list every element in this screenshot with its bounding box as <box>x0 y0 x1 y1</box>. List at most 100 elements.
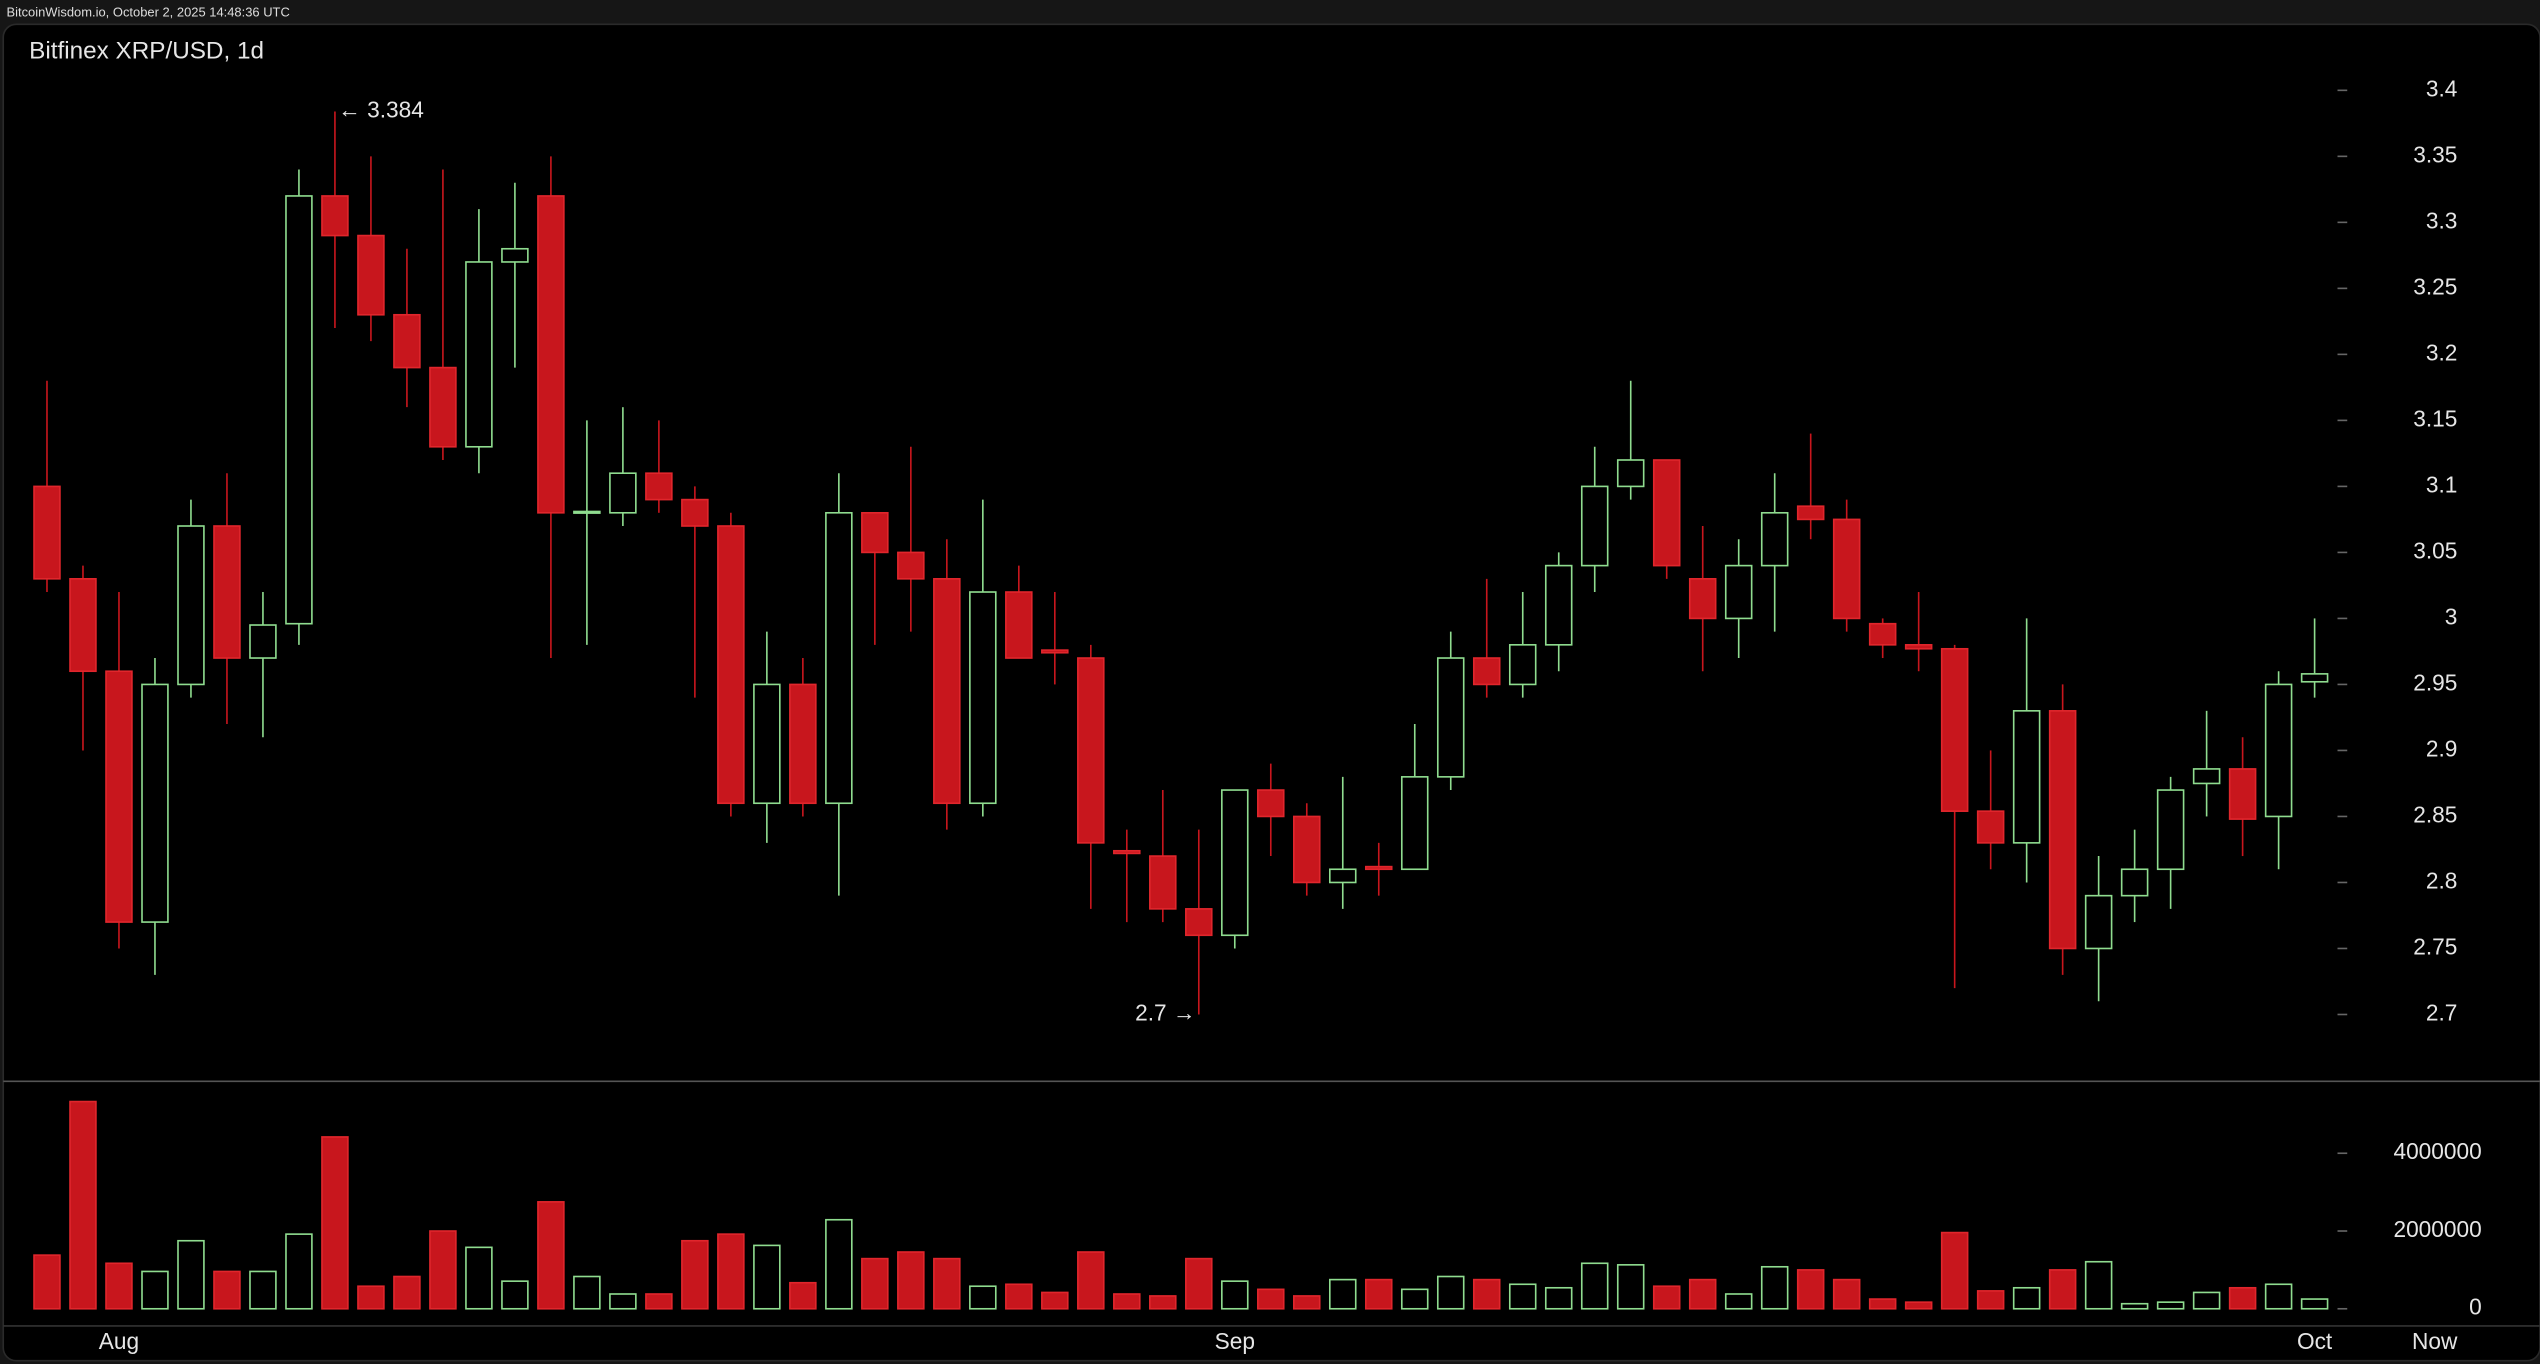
volume-bar <box>1400 1288 1429 1310</box>
volume-bar <box>501 1280 529 1310</box>
volume-tick-label: 0 <box>2469 1294 2482 1320</box>
volume-bar <box>393 1275 421 1310</box>
y-tick-label: 3.2 <box>2426 339 2458 365</box>
volume-bar <box>69 1100 97 1310</box>
high-annotation: ← 3.384 <box>338 96 424 122</box>
volume-bar <box>177 1239 205 1310</box>
candle-body <box>357 234 385 316</box>
volume-bar <box>249 1270 277 1310</box>
volume-bar <box>213 1270 241 1310</box>
candle-body <box>645 472 673 501</box>
candle-body <box>861 511 889 554</box>
candle-body <box>1652 459 1681 567</box>
candle-body <box>2192 768 2221 785</box>
candle-body <box>681 498 709 527</box>
candle-body <box>1364 865 1393 871</box>
candle-body <box>141 683 169 923</box>
y-tick-label: 2.9 <box>2426 735 2458 761</box>
y-tick-label: 2.7 <box>2426 999 2458 1025</box>
candle-body <box>573 510 601 514</box>
volume-bar <box>141 1270 169 1310</box>
volume-bar <box>1724 1293 1753 1310</box>
candle-body <box>1760 511 1789 567</box>
candle-body <box>105 670 133 923</box>
volume-bar <box>2120 1302 2149 1310</box>
header: BitcoinWisdom.io, October 2, 2025 14:48:… <box>6 4 289 19</box>
volume-bar <box>285 1233 313 1310</box>
candle-body <box>1113 849 1141 855</box>
volume-bar <box>1868 1298 1897 1310</box>
y-tick-label: 3.25 <box>2413 273 2457 299</box>
candle-body <box>1472 657 1501 686</box>
candle-body <box>2300 673 2329 683</box>
volume-bar <box>1904 1301 1933 1310</box>
y-tick-label: 3.05 <box>2413 537 2457 563</box>
candle-body <box>1149 855 1177 910</box>
candle-body <box>1257 789 1285 818</box>
candle-body <box>1724 564 1753 620</box>
candle-body <box>1436 657 1465 778</box>
volume-bar <box>1796 1269 1825 1310</box>
volume-bar <box>1832 1278 1861 1310</box>
volume-bar <box>933 1257 961 1310</box>
volume-bar <box>1544 1286 1573 1310</box>
candle-body <box>249 624 277 659</box>
candle-body <box>1544 564 1573 646</box>
chart-title: Bitfinex XRP/USD, 1d <box>29 37 264 64</box>
candle-body <box>501 247 529 263</box>
candle-body <box>1976 810 2005 844</box>
y-tick-label: 2.95 <box>2413 669 2457 695</box>
candle-body <box>1832 518 1861 620</box>
candle-body <box>2264 683 2293 818</box>
volume-bar <box>753 1244 781 1310</box>
candle-body <box>1940 647 1969 812</box>
low-annotation: 2.7 → <box>1135 999 1195 1025</box>
volume-bar <box>33 1254 61 1310</box>
candle-body <box>537 195 565 514</box>
volume-bar <box>357 1285 385 1310</box>
volume-bar <box>429 1230 457 1310</box>
x-tick-label: Aug <box>99 1328 139 1354</box>
volume-bar <box>1760 1265 1789 1310</box>
volume-bar <box>465 1246 493 1310</box>
volume-bar <box>573 1275 601 1310</box>
candle-body <box>1616 459 1645 488</box>
candle-body <box>2084 894 2113 950</box>
volume-bar <box>1221 1280 1249 1310</box>
volume-bar <box>2012 1286 2041 1310</box>
candle-body <box>789 683 817 805</box>
candle-body <box>429 366 457 448</box>
volume-bar <box>825 1218 853 1310</box>
volume-bar <box>1976 1290 2005 1310</box>
candle-body <box>717 525 745 805</box>
volume-bar <box>1005 1283 1033 1310</box>
candle-body <box>2156 789 2185 871</box>
candle-body <box>1005 591 1033 659</box>
candle-body <box>2012 710 2041 844</box>
volume-bar <box>1508 1283 1537 1310</box>
candle-body <box>1041 649 1069 654</box>
chart-frame <box>2 23 2540 1362</box>
candle-body <box>2120 868 2149 897</box>
volume-bar <box>1688 1278 1717 1310</box>
candle-body <box>1328 868 1357 884</box>
volume-bar <box>1472 1278 1501 1310</box>
candle-body <box>1796 505 1825 521</box>
volume-bar <box>2300 1298 2329 1310</box>
now-label: Now <box>2412 1328 2458 1354</box>
y-tick-label: 3.1 <box>2426 471 2458 497</box>
volume-bar <box>537 1201 565 1310</box>
volume-bar <box>789 1281 817 1310</box>
candle-body <box>213 525 241 659</box>
y-tick-label: 2.8 <box>2426 867 2458 893</box>
x-tick-label: Oct <box>2297 1328 2333 1354</box>
y-tick-label: 2.75 <box>2413 933 2457 959</box>
volume-bar <box>897 1251 925 1310</box>
volume-bar <box>645 1293 673 1310</box>
volume-bar <box>861 1257 889 1310</box>
volume-bar <box>2156 1301 2185 1310</box>
candle-body <box>1077 657 1105 844</box>
volume-bar <box>2192 1291 2221 1310</box>
volume-bar <box>321 1136 349 1310</box>
